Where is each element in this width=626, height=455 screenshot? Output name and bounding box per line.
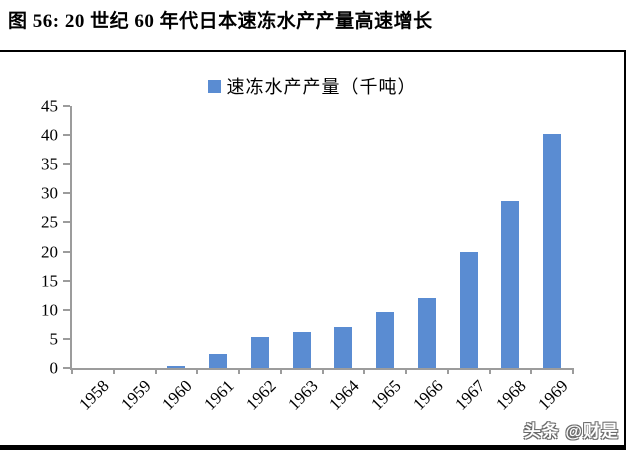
- bar-1960: [167, 365, 186, 368]
- x-axis-label: 1959: [116, 376, 155, 414]
- x-axis-label: 1964: [325, 376, 364, 414]
- x-axis-label: 1967: [450, 376, 489, 414]
- x-axis-tick: [321, 368, 324, 374]
- y-axis-label: 5: [49, 329, 59, 349]
- plot-area: 0 5 10 15 20 25 30 35 40 45 1958 1959 1960 1961 1962 19…: [41, 98, 574, 414]
- x-axis-tick: [238, 368, 240, 374]
- x-axis-tick: [279, 368, 282, 374]
- y-axis-tick: [63, 279, 70, 282]
- bar-1966: [417, 298, 436, 368]
- bar-1961: [209, 354, 228, 368]
- bar-1969: [543, 133, 562, 368]
- bar-1965: [376, 312, 395, 368]
- x-axis-tick: [446, 368, 449, 374]
- x-axis-tick: [154, 368, 157, 374]
- x-axis-label: 1966: [409, 376, 447, 414]
- y-axis-label: 30: [41, 183, 58, 203]
- x-axis-label: 1962: [242, 376, 280, 414]
- y-axis-label: 20: [41, 242, 58, 262]
- bar-1968: [501, 201, 520, 368]
- x-axis-label: 1965: [367, 376, 405, 414]
- bar-1963: [292, 332, 311, 368]
- x-axis-tick: [530, 368, 533, 374]
- chart-legend: 速冻水产产量（千吨）: [0, 73, 624, 99]
- x-axis-tick: [196, 368, 199, 374]
- x-axis-tick: [488, 368, 491, 374]
- y-axis-tick: [63, 308, 70, 311]
- y-axis-tick: [63, 134, 70, 137]
- x-axis-label: 1958: [75, 376, 113, 414]
- legend-label: 速冻水产产量（千吨）: [226, 77, 417, 97]
- figure-box: 速冻水产产量（千吨） 0 5 10 15 20 25 30 35 40 45 1958 1959 196…: [0, 50, 626, 450]
- bar-1964: [334, 326, 353, 368]
- x-axis-label: 1963: [283, 376, 322, 414]
- y-axis-label: 25: [41, 212, 58, 232]
- watermark: 头条 @财是: [523, 422, 619, 441]
- y-axis-tick: [63, 192, 70, 195]
- x-axis-tick: [112, 368, 115, 374]
- y-axis-tick: [63, 221, 70, 224]
- bar-1967: [459, 251, 478, 368]
- y-axis-label: 45: [41, 96, 58, 116]
- y-axis-label: 40: [41, 125, 58, 145]
- x-axis-label: 1960: [158, 376, 197, 414]
- x-axis-label: 1968: [492, 376, 531, 414]
- x-axis-tick: [71, 368, 73, 374]
- x-axis-tick: [572, 368, 574, 374]
- y-axis-tick: [63, 250, 70, 253]
- x-axis-label: 1969: [534, 376, 572, 414]
- figure-title: 图 56: 20 世纪 60 年代日本速冻水产产量高速增长: [8, 11, 433, 32]
- y-axis-label: 35: [41, 154, 58, 174]
- legend-swatch-icon: [207, 79, 221, 93]
- y-axis-label: 0: [49, 358, 59, 378]
- y-axis-tick: [63, 163, 70, 166]
- y-axis-label: 10: [41, 300, 58, 320]
- y-axis-tick: [63, 337, 70, 340]
- x-axis-label: 1961: [200, 376, 238, 414]
- y-axis-tick: [63, 367, 70, 369]
- x-axis-tick: [363, 368, 366, 374]
- bar-1962: [250, 336, 269, 368]
- y-axis-tick: [63, 105, 70, 107]
- y-axis-label: 15: [41, 271, 58, 291]
- x-axis-tick: [405, 368, 407, 374]
